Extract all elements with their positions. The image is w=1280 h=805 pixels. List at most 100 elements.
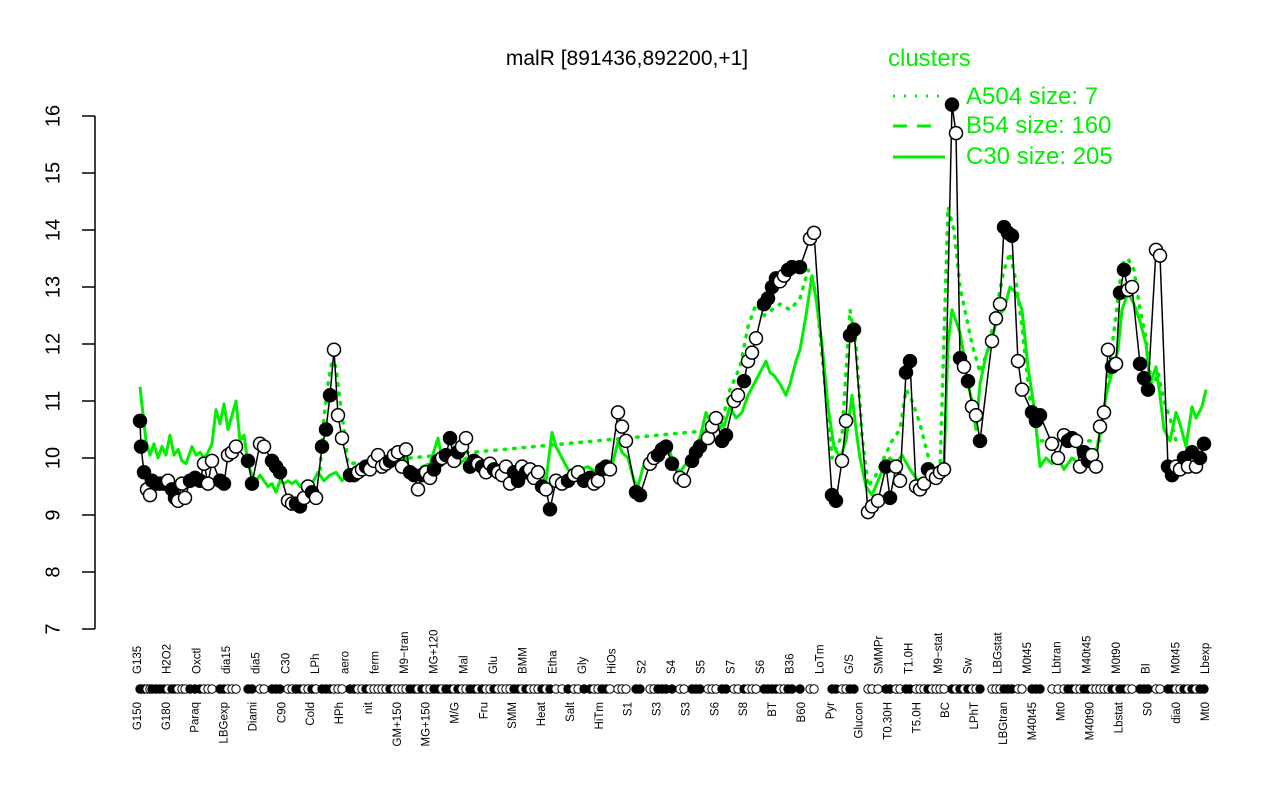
sample-marker [787, 684, 797, 694]
x-tick-label: S1 [623, 702, 635, 716]
x-tick-label: S6 [709, 702, 721, 716]
data-point-open [676, 473, 692, 489]
data-point-open [1096, 405, 1112, 420]
x-tick-label: Lbexp [1200, 643, 1212, 674]
data-point-open [614, 419, 630, 434]
x-tick-label: Paraq [190, 702, 202, 733]
sample-marker [1155, 684, 1165, 694]
x-tick-label: nit [363, 701, 375, 714]
data-point-open [984, 333, 1000, 349]
sample-marker [337, 684, 347, 694]
sample-marker [795, 684, 805, 694]
data-point-filled [1132, 356, 1148, 372]
data-point-filled [132, 413, 148, 429]
data-point-open [256, 439, 272, 454]
sample-marker [1035, 684, 1045, 694]
data-point-filled [972, 433, 988, 449]
x-tick-label: S7 [725, 660, 737, 674]
data-point-open [968, 408, 984, 423]
y-tick-label: 13 [42, 276, 64, 298]
data-point-open [398, 442, 414, 457]
sample-marker [207, 684, 217, 694]
data-point-open [708, 410, 724, 426]
data-point-open [204, 453, 220, 469]
y-tick-label: 12 [42, 333, 64, 355]
data-point-filled [318, 422, 334, 437]
x-tick-label: Sw [963, 657, 975, 674]
x-tick-label: BC [940, 702, 952, 718]
x-tick-label: S6 [755, 660, 767, 674]
x-tick-label: BT [767, 702, 779, 717]
data-point-filled [846, 322, 862, 338]
sample-marker [259, 684, 269, 694]
x-tick-label: M0t45 [1022, 642, 1034, 674]
sample-marker [247, 684, 257, 694]
data-point-filled [1192, 450, 1208, 466]
data-point-filled [216, 476, 232, 491]
x-tick-label: Lbstat [1113, 701, 1125, 733]
y-tick-label: 10 [42, 447, 64, 469]
data-point-open [992, 296, 1008, 312]
sample-marker [667, 684, 677, 694]
legend-title: clusters [888, 45, 971, 72]
data-point-open [956, 359, 972, 375]
x-tick-label: LPhT [969, 702, 981, 730]
x-tick-label: S3 [680, 702, 692, 716]
x-tick-label: G180 [161, 702, 173, 730]
x-tick-label: Mal [458, 655, 470, 674]
sample-marker [231, 684, 241, 694]
data-point-open [602, 462, 618, 477]
legend-entry-a504: A504 size: 7 [966, 83, 1098, 110]
data-point-open [1044, 436, 1060, 452]
data-point-filled [1196, 436, 1212, 452]
data-point-open [458, 430, 474, 446]
data-point-filled [882, 490, 898, 506]
data-point-filled [322, 388, 338, 403]
x-tick-label: S2 [636, 660, 648, 674]
data-point-open [806, 225, 822, 241]
x-tick-label: S3 [652, 702, 664, 716]
sample-marker [679, 684, 689, 694]
x-tick-label: M40t45 [1027, 702, 1039, 740]
data-point-open [1088, 459, 1104, 474]
chart-title: malR [891436,892200,+1] [506, 47, 748, 70]
x-tick-label: Lbtran [1052, 641, 1064, 674]
x-tick-label: B36 [785, 654, 797, 674]
data-point-open [888, 459, 904, 474]
data-point-filled [1116, 262, 1132, 278]
cluster-lines [138, 205, 1208, 497]
x-tick-label: MG+120 [429, 630, 441, 674]
data-point-filled [632, 487, 648, 503]
y-tick-label: 11 [42, 391, 64, 412]
x-tick-label: G150 [132, 702, 144, 730]
x-tick-label: M40t45 [1081, 636, 1093, 674]
y-tick-label: 7 [42, 623, 64, 634]
x-tick-label: Gly [577, 657, 589, 675]
data-point-filled [828, 493, 844, 509]
x-tick-label: BMM [518, 647, 530, 674]
x-tick-label: GM+150 [392, 702, 404, 746]
data-point-open [1050, 450, 1066, 466]
x-tick-label: BI [1141, 663, 1153, 674]
data-point-open [618, 433, 634, 449]
x-tick-label: G/S [844, 654, 856, 674]
x-tick-label: aero [340, 651, 352, 674]
data-point-open [1124, 279, 1140, 295]
data-point-filled [314, 439, 330, 454]
y-tick-label: 15 [42, 162, 64, 184]
x-tick-label: Glu [488, 656, 500, 674]
data-point-open [948, 125, 964, 141]
data-point-open [1010, 353, 1026, 369]
x-tick-label: SMM [507, 702, 519, 729]
x-tick-label: Oxctl [191, 648, 203, 674]
data-point-open [838, 413, 854, 429]
data-point-open [1152, 248, 1168, 263]
x-tick-label: LoTm [814, 645, 826, 674]
y-tick-label: 9 [42, 509, 64, 520]
data-point-open [1014, 382, 1030, 397]
data-point-filled [736, 373, 752, 389]
sample-marker [1017, 684, 1027, 694]
x-tick-label: LBGstat [992, 632, 1004, 674]
data-point-open [330, 408, 346, 423]
